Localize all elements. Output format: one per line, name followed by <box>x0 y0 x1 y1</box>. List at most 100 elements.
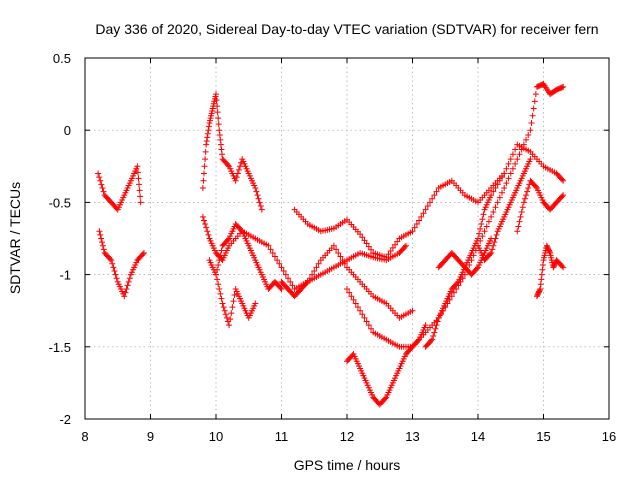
data-point <box>214 109 221 116</box>
data-point <box>214 266 221 273</box>
data-point <box>514 228 521 235</box>
data-point <box>389 244 396 251</box>
data-point <box>539 266 546 273</box>
data-point <box>341 260 348 267</box>
data-point <box>501 170 508 177</box>
data-point <box>478 221 485 228</box>
data-point <box>282 271 289 278</box>
data-point <box>217 290 224 297</box>
data-point <box>392 241 399 248</box>
data-point <box>337 253 344 260</box>
data-point <box>350 296 357 303</box>
data-point <box>200 170 207 177</box>
y-tick-label: -1.5 <box>49 340 71 355</box>
data-point <box>512 160 519 167</box>
x-axis-label: GPS time / hours <box>294 457 401 473</box>
y-tick-label: -0.5 <box>49 195 71 210</box>
data-point <box>100 246 107 253</box>
series-sat-a <box>95 163 144 213</box>
data-point <box>217 141 224 148</box>
data-point <box>450 289 457 296</box>
series-sat-k <box>422 141 567 350</box>
data-point <box>520 199 527 206</box>
data-point <box>330 242 337 249</box>
data-point <box>109 260 116 267</box>
data-point <box>136 187 143 194</box>
data-point <box>234 170 241 177</box>
y-axis-label: SDTVAR / TECUs <box>7 182 23 294</box>
data-point <box>252 184 259 191</box>
data-point <box>219 300 226 307</box>
data-point <box>420 210 427 217</box>
data-point <box>538 271 545 278</box>
data-point <box>424 203 431 210</box>
data-point <box>135 175 142 182</box>
data-point <box>280 267 287 274</box>
data-point <box>363 318 370 325</box>
data-point <box>238 227 245 234</box>
data-point <box>217 136 224 143</box>
data-point <box>515 223 522 230</box>
data-point <box>121 293 128 300</box>
data-point <box>96 174 103 181</box>
x-tick-label: 15 <box>536 429 550 444</box>
data-point <box>126 275 133 282</box>
data-point <box>525 184 532 191</box>
data-point <box>489 246 496 253</box>
data-point <box>494 199 501 206</box>
data-point <box>215 281 222 288</box>
data-point <box>537 281 544 288</box>
data-point <box>525 132 532 139</box>
data-point <box>494 181 501 188</box>
data-point <box>205 231 212 238</box>
data-point <box>422 206 429 213</box>
data-point <box>503 180 510 187</box>
data-point <box>287 278 294 285</box>
data-point <box>483 223 490 230</box>
data-point <box>274 257 281 264</box>
data-point <box>233 174 240 181</box>
series-sat-m <box>475 156 534 264</box>
series-sat-j <box>344 80 567 350</box>
data-point <box>202 221 209 228</box>
data-point <box>230 298 237 305</box>
data-point <box>136 181 143 188</box>
data-point <box>383 254 390 261</box>
data-point <box>303 280 310 287</box>
data-point <box>426 199 433 206</box>
data-point <box>531 98 538 105</box>
data-point <box>219 151 226 158</box>
data-point <box>414 337 421 344</box>
data-point <box>492 204 499 211</box>
data-point <box>401 243 408 250</box>
data-point <box>539 261 546 268</box>
data-point <box>254 192 261 199</box>
data-point <box>431 192 438 199</box>
data-point <box>201 163 208 170</box>
series-sat-b <box>96 228 147 300</box>
data-point <box>536 287 543 294</box>
data-point <box>394 238 401 245</box>
data-point <box>204 130 211 137</box>
data-point <box>490 242 497 249</box>
data-point <box>493 231 500 238</box>
data-point <box>315 260 322 267</box>
data-points <box>95 80 567 408</box>
data-point <box>235 166 242 173</box>
data-point <box>454 280 461 287</box>
data-point <box>352 300 359 307</box>
data-point <box>214 276 221 283</box>
data-point <box>134 163 141 170</box>
data-point <box>97 177 104 184</box>
data-point <box>271 253 278 260</box>
data-point <box>507 156 514 163</box>
data-point <box>499 174 506 181</box>
data-point <box>532 91 539 98</box>
data-point <box>200 217 207 224</box>
data-point <box>523 192 530 199</box>
data-point <box>140 249 147 256</box>
data-point <box>348 293 355 300</box>
grid <box>85 58 609 419</box>
data-point <box>199 213 206 220</box>
data-point <box>346 289 353 296</box>
